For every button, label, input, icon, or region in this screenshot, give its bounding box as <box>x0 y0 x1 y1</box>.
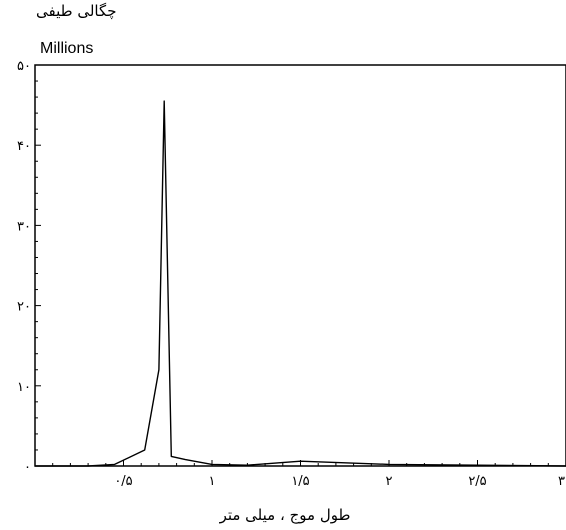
series-line <box>35 100 566 467</box>
x-tick-label: ۲ <box>386 474 393 489</box>
x-tick-label: ۱ <box>209 474 216 489</box>
y-tick-label: ۲۰ <box>17 300 31 315</box>
y-tick-label: ۵۰ <box>17 59 31 74</box>
x-tick-label: ۳ <box>558 474 565 489</box>
x-axis-label: طول موج ، میلی متر <box>219 506 351 524</box>
x-tick-label: ۱/۵ <box>291 474 309 489</box>
y-tick-label: ۰ <box>24 460 31 475</box>
x-tick-label: ۲/۵ <box>468 474 486 489</box>
x-tick-label: ۰/۵ <box>114 474 132 489</box>
plot-frame <box>34 64 566 467</box>
y-tick-label: ۳۰ <box>17 219 31 234</box>
y-axis-label: چگالی طیفی <box>36 2 117 20</box>
y-tick-label: ۱۰ <box>17 380 31 395</box>
y-tick-label: ۴۰ <box>17 139 31 154</box>
y-axis-unit-label: Millions <box>40 40 94 57</box>
